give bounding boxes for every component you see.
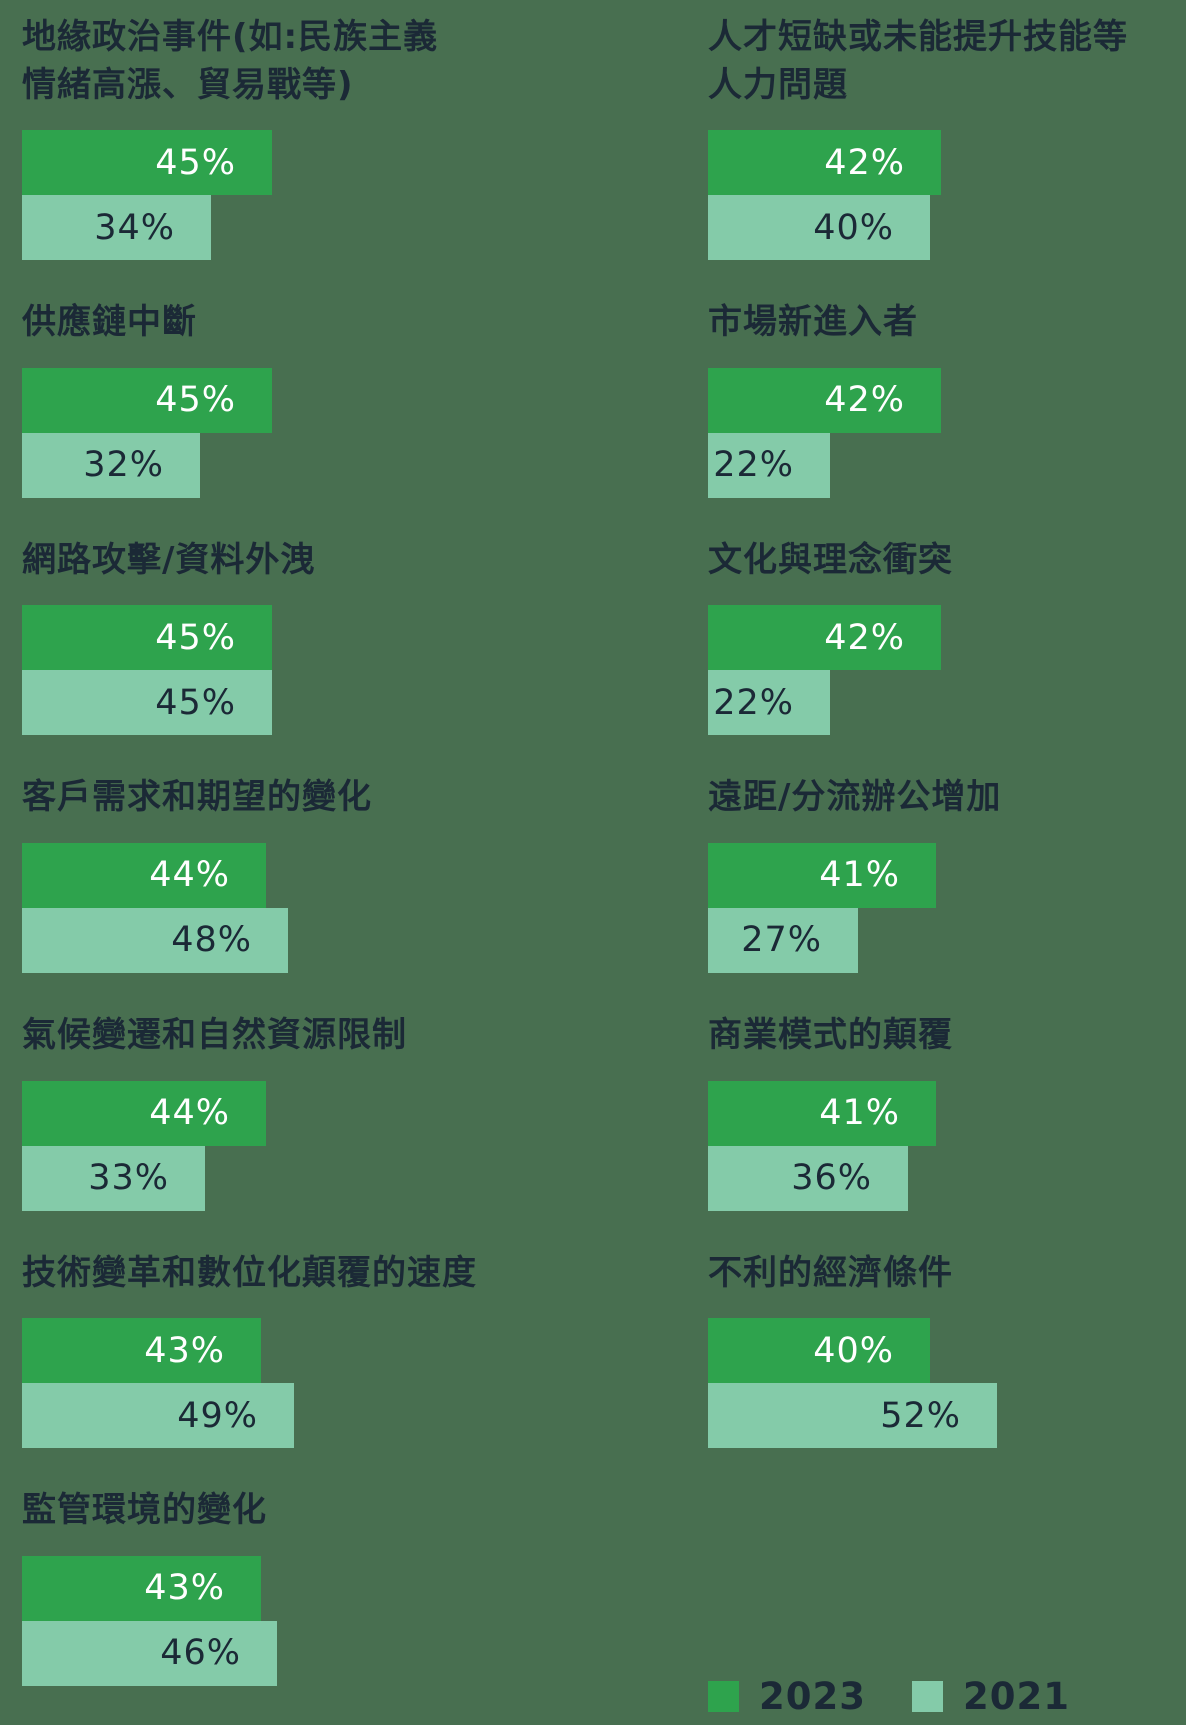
bar-2023: 45% [22,605,272,671]
bar-value-label-2021: 22% [713,682,794,723]
item-title: 技術變革和數位化顛覆的速度 [22,1252,477,1293]
bar-2023: 42% [708,130,941,196]
item-title: 監管環境的變化 [22,1490,267,1531]
bar-2021: 34% [22,195,211,261]
bar-2023: 42% [708,367,941,433]
bar-value-label-2023: 41% [819,855,900,896]
column-left-items: 地緣政治事件(如:民族主義 情緒高漲、貿易戰等) 45% 34% 供應鏈中斷 4… [22,14,662,1725]
bar-value-label-2021: 33% [88,1158,169,1199]
chart-item: 市場新進入者 42% 22% [708,299,1178,498]
bar-2023: 44% [22,1080,266,1146]
chart-item: 客戶需求和期望的變化 44% 48% [22,774,662,973]
chart-item: 網路攻擊/資料外洩 45% 45% [22,537,662,736]
chart-item: 氣候變遷和自然資源限制 44% 33% [22,1012,662,1211]
chart-item: 文化與理念衝突 42% 22% [708,537,1178,736]
chart-item: 監管環境的變化 43% 46% [22,1487,662,1686]
legend-swatch-2021 [911,1681,943,1713]
chart-item: 供應鏈中斷 45% 32% [22,299,662,498]
bar-2021: 33% [22,1145,205,1211]
chart-item: 商業模式的顛覆 41% 36% [708,1012,1178,1211]
chart-item: 遠距/分流辦公增加 41% 27% [708,774,1178,973]
bar-value-label-2021: 52% [880,1395,961,1436]
bar-2021: 48% [22,907,288,973]
column-left: 地緣政治事件(如:民族主義 情緒高漲、貿易戰等) 45% 34% 供應鏈中斷 4… [22,14,662,1725]
bar-value-label-2023: 42% [824,617,905,658]
bar-2023: 44% [22,842,266,908]
item-title: 不利的經濟條件 [708,1252,953,1293]
bar-value-label-2021: 34% [94,207,175,248]
bar-value-label-2023: 42% [824,380,905,421]
legend: 2023 2021 [708,1675,1178,1718]
bar-value-label-2021: 45% [155,682,236,723]
bar-value-label-2023: 42% [824,142,905,183]
item-title: 地緣政治事件(如:民族主義 情緒高漲、貿易戰等) [22,17,439,105]
item-title: 商業模式的顛覆 [708,1014,953,1055]
bar-2023: 41% [708,842,936,908]
bar-2023: 43% [22,1555,261,1621]
bar-value-label-2021: 40% [813,207,894,248]
bar-2023: 40% [708,1318,930,1384]
bar-value-label-2021: 22% [713,445,794,486]
bar-value-label-2023: 43% [144,1330,225,1371]
item-title: 遠距/分流辦公增加 [708,777,1002,818]
chart-item: 人才短缺或未能提升技能等 人力問題 42% 40% [708,14,1178,261]
bar-2023: 41% [708,1080,936,1146]
chart-item: 不利的經濟條件 40% 52% [708,1250,1178,1449]
legend-label-2021: 2021 [962,1675,1070,1719]
item-title: 網路攻擊/資料外洩 [22,539,316,580]
bar-value-label-2021: 48% [171,920,252,961]
bar-2021: 27% [708,907,858,973]
bar-2021: 52% [708,1383,997,1449]
bar-2021: 32% [22,432,200,498]
chart-item: 技術變革和數位化顛覆的速度 43% 49% [22,1250,662,1449]
bar-2021: 45% [22,670,272,736]
bar-value-label-2023: 44% [149,1093,230,1134]
bar-2023: 42% [708,605,941,671]
bar-2021: 40% [708,195,930,261]
item-title: 市場新進入者 [708,302,918,343]
legend-label-2023: 2023 [759,1675,866,1719]
bar-value-label-2023: 45% [155,617,236,658]
bar-2021: 36% [708,1145,908,1211]
bar-value-label-2023: 41% [819,1093,900,1134]
bar-2021: 22% [708,670,830,736]
bar-value-label-2023: 43% [144,1568,225,1609]
bar-value-label-2023: 45% [155,380,236,421]
chart-item: 地緣政治事件(如:民族主義 情緒高漲、貿易戰等) 45% 34% [22,14,662,261]
item-title: 氣候變遷和自然資源限制 [22,1014,407,1055]
item-title: 客戶需求和期望的變化 [22,777,372,818]
bar-2021: 22% [708,432,830,498]
bar-value-label-2023: 44% [149,855,230,896]
legend-swatch-2023 [708,1681,739,1713]
column-right-items: 人才短缺或未能提升技能等 人力問題 42% 40% 市場新進入者 42% 22%… [708,14,1178,1487]
bar-value-label-2021: 27% [741,920,822,961]
bar-value-label-2021: 36% [791,1158,872,1199]
bar-value-label-2023: 45% [155,142,236,183]
item-title: 文化與理念衝突 [708,539,953,580]
bar-2021: 49% [22,1383,294,1449]
item-title: 人才短缺或未能提升技能等 人力問題 [708,17,1128,105]
bar-value-label-2021: 46% [160,1633,241,1674]
bar-value-label-2021: 32% [83,445,164,486]
bar-2023: 45% [22,130,272,196]
column-right: 人才短缺或未能提升技能等 人力問題 42% 40% 市場新進入者 42% 22%… [708,14,1178,1725]
item-title: 供應鏈中斷 [22,302,197,343]
bar-2021: 46% [22,1620,277,1686]
bar-value-label-2023: 40% [813,1330,894,1371]
bar-value-label-2021: 49% [177,1395,258,1436]
bar-2023: 43% [22,1318,261,1384]
bar-2023: 45% [22,367,272,433]
